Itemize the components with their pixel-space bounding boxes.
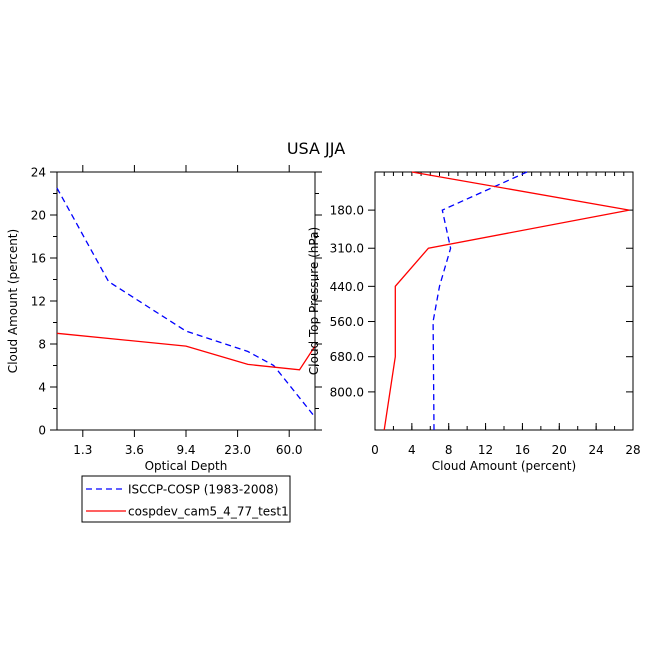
right-y-tick-label: 310.0 <box>330 242 364 256</box>
left-x-tick-label: 23.0 <box>224 443 251 457</box>
left-plot-frame <box>56 171 316 431</box>
left-series-line-2 <box>56 332 316 371</box>
legend-label-1: ISCCP-COSP (1983-2008) <box>128 483 278 497</box>
right-plot-frame <box>374 171 634 431</box>
right-x-tick-label: 16 <box>515 443 530 457</box>
left-y-tick-label: 16 <box>31 252 46 266</box>
left-y-tick-label: 24 <box>31 166 46 180</box>
right-chart-cloud-top-pressure: 0 4 8 12 16 20 24 28 180.0 310.0 440.0 560.0 680.0 80… <box>307 171 641 473</box>
right-series-line-1 <box>432 171 528 431</box>
right-x-tick-label: 4 <box>408 443 416 457</box>
left-y-tick-label: 4 <box>38 381 46 395</box>
right-x-tick-label: 24 <box>589 443 604 457</box>
right-x-tick-label: 28 <box>625 443 640 457</box>
left-x-tick-label: 60.0 <box>276 443 303 457</box>
right-y-tick-label: 560.0 <box>330 315 364 329</box>
legend-label-2: cospdev_cam5_4_77_test1 <box>128 505 289 519</box>
left-series-line-1 <box>56 187 316 418</box>
right-y-tick-label: 180.0 <box>330 204 364 218</box>
right-x-tick-label: 0 <box>371 443 379 457</box>
right-x-axis-label: Cloud Amount (percent) <box>432 459 576 473</box>
legend: ISCCP-COSP (1983-2008) cospdev_cam5_4_77_… <box>81 475 291 523</box>
left-x-axis-label: Optical Depth <box>145 459 228 473</box>
left-y-tick-label: 12 <box>31 295 46 309</box>
right-x-tick-label: 12 <box>478 443 493 457</box>
left-y-tick-label: 20 <box>31 209 46 223</box>
chart-title: USA JJA <box>287 139 345 158</box>
left-chart-optical-depth: 0 4 8 12 16 20 24 1.3 3.6 9.4 23.0 60.0 Optical Dept… <box>6 165 322 473</box>
left-y-tick-label: 8 <box>38 338 46 352</box>
left-x-tick-label: 3.6 <box>125 443 144 457</box>
right-y-tick-label: 800.0 <box>330 385 364 399</box>
right-series-line-2 <box>383 171 630 431</box>
left-y-axis-label: Cloud Amount (percent) <box>6 229 20 373</box>
left-y-tick-label: 0 <box>38 424 46 438</box>
left-x-tick-label: 1.3 <box>73 443 92 457</box>
right-y-tick-label: 440.0 <box>330 280 364 294</box>
right-y-tick-label: 680.0 <box>330 350 364 364</box>
right-y-axis-label: Cloud Top Pressure (hPa) <box>307 227 321 375</box>
left-x-tick-label: 9.4 <box>176 443 195 457</box>
right-x-tick-label: 20 <box>552 443 567 457</box>
legend-box <box>81 475 291 523</box>
right-x-tick-label: 8 <box>445 443 453 457</box>
